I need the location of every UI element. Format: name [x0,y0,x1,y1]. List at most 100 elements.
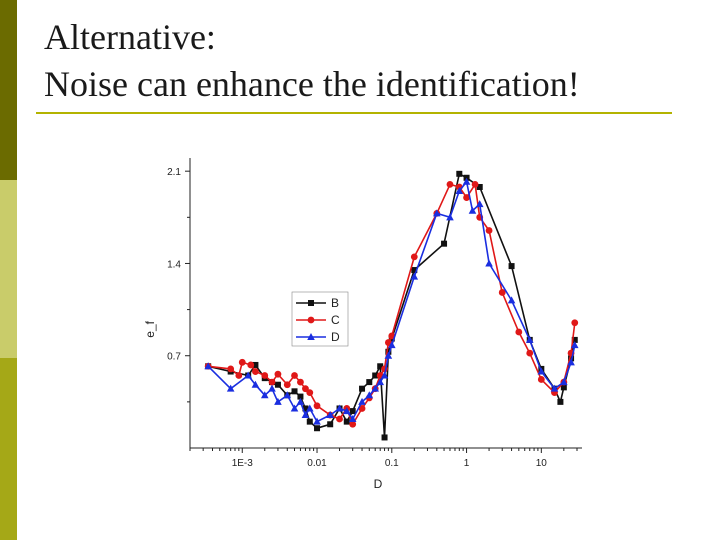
data-point-c [238,358,246,366]
data-point-b [372,372,379,379]
data-point-d [348,415,357,422]
data-point-b [476,184,483,190]
data-point-b [377,363,384,370]
data-point-b [302,405,309,412]
data-point-d [485,259,493,267]
data-point-d [525,335,534,343]
data-point-b [456,170,463,177]
data-point-d [507,296,516,304]
data-point-d [251,380,260,388]
slide-title-line-1: Alternative: [44,17,216,57]
legend-marker-c [307,316,315,324]
data-point-d [204,362,212,370]
data-point-c [515,328,523,336]
legend-marker-d [307,333,315,340]
data-point-c [306,389,314,397]
x-tick-label: 0.01 [307,458,327,469]
data-point-d [305,404,314,412]
data-point-d [410,272,419,280]
data-point-c [283,381,291,389]
data-point-b [560,384,567,391]
legend-label-c: C [331,313,340,327]
data-point-d [537,367,546,375]
data-point-d [455,186,464,194]
data-point-b [441,240,448,247]
data-point-b [557,398,564,405]
data-point-d [342,407,351,415]
data-point-c [261,372,269,379]
data-point-b [291,388,298,395]
title-underline-rule [36,112,672,114]
data-point-b [306,418,313,425]
data-point-b [508,263,515,270]
data-point-c [410,253,418,261]
data-point-b [366,379,373,386]
data-point-b [411,267,418,274]
data-point-b [359,385,366,392]
data-point-c [252,368,259,375]
data-point-d [335,404,344,412]
decorative-side-bar-bottom [0,358,17,540]
series-line-c [208,182,576,427]
data-point-c [291,372,298,379]
decorative-side-bar-top [0,0,17,180]
data-point-d [358,397,366,405]
data-point-d [475,200,484,208]
data-point-c [268,378,276,386]
data-point-d [468,206,477,214]
data-point-b [252,361,259,368]
data-point-d [376,378,385,386]
data-point-d [384,351,393,359]
x-axis-label: D [374,477,383,491]
data-point-c [471,180,479,188]
data-point-d [387,341,396,349]
legend-marker-b [308,300,314,306]
data-point-d [567,358,575,366]
x-tick-label: 10 [536,458,548,469]
slide-title-line-2: Noise can enhance the identification! [44,64,580,104]
data-point-c [384,339,392,346]
data-point-b [327,421,334,428]
legend-label-b: B [331,296,339,310]
data-point-d [301,411,310,419]
data-point-d [371,384,380,392]
data-point-c [235,372,243,379]
data-point-c [247,361,255,369]
data-point-d [226,384,235,392]
data-point-d [290,404,299,412]
data-point-b [381,434,388,441]
data-point-d [550,384,559,392]
y-tick-label: 1.4 [167,259,181,270]
y-tick-label: 2.1 [167,167,181,178]
data-point-b [314,425,321,432]
data-point-d [313,417,321,425]
data-point-d [244,371,252,379]
data-point-d [283,391,292,399]
data-point-d [365,391,374,399]
data-point-d [462,177,471,185]
data-point-c [571,319,579,327]
data-point-c [274,370,282,378]
data-point-c [297,378,304,386]
data-point-b [349,408,356,415]
data-point-c [313,402,321,410]
y-tick-label: 0.7 [167,352,181,363]
data-point-d [326,411,334,419]
data-point-d [560,378,568,386]
series-b [205,170,578,441]
axes-layer: 0.7 1.4 2.1 1E-3 0.01 0.1 1 10 De_f [143,158,582,491]
decorative-side-bar-middle [0,180,17,358]
x-tick-label: 1 [464,458,470,469]
data-point-d [296,397,305,405]
slide-title: Alternative: Noise can enhance the ident… [44,14,694,108]
chart-legend: BCD [291,291,349,347]
data-point-d [446,213,454,221]
x-tick-label: 1E-3 [232,458,254,469]
data-point-c [485,227,493,234]
data-point-c [526,349,534,357]
data-point-c [349,420,357,428]
data-point-b [343,418,350,425]
data-point-c [358,405,366,412]
series-layer [204,170,579,441]
data-point-c [302,385,309,393]
